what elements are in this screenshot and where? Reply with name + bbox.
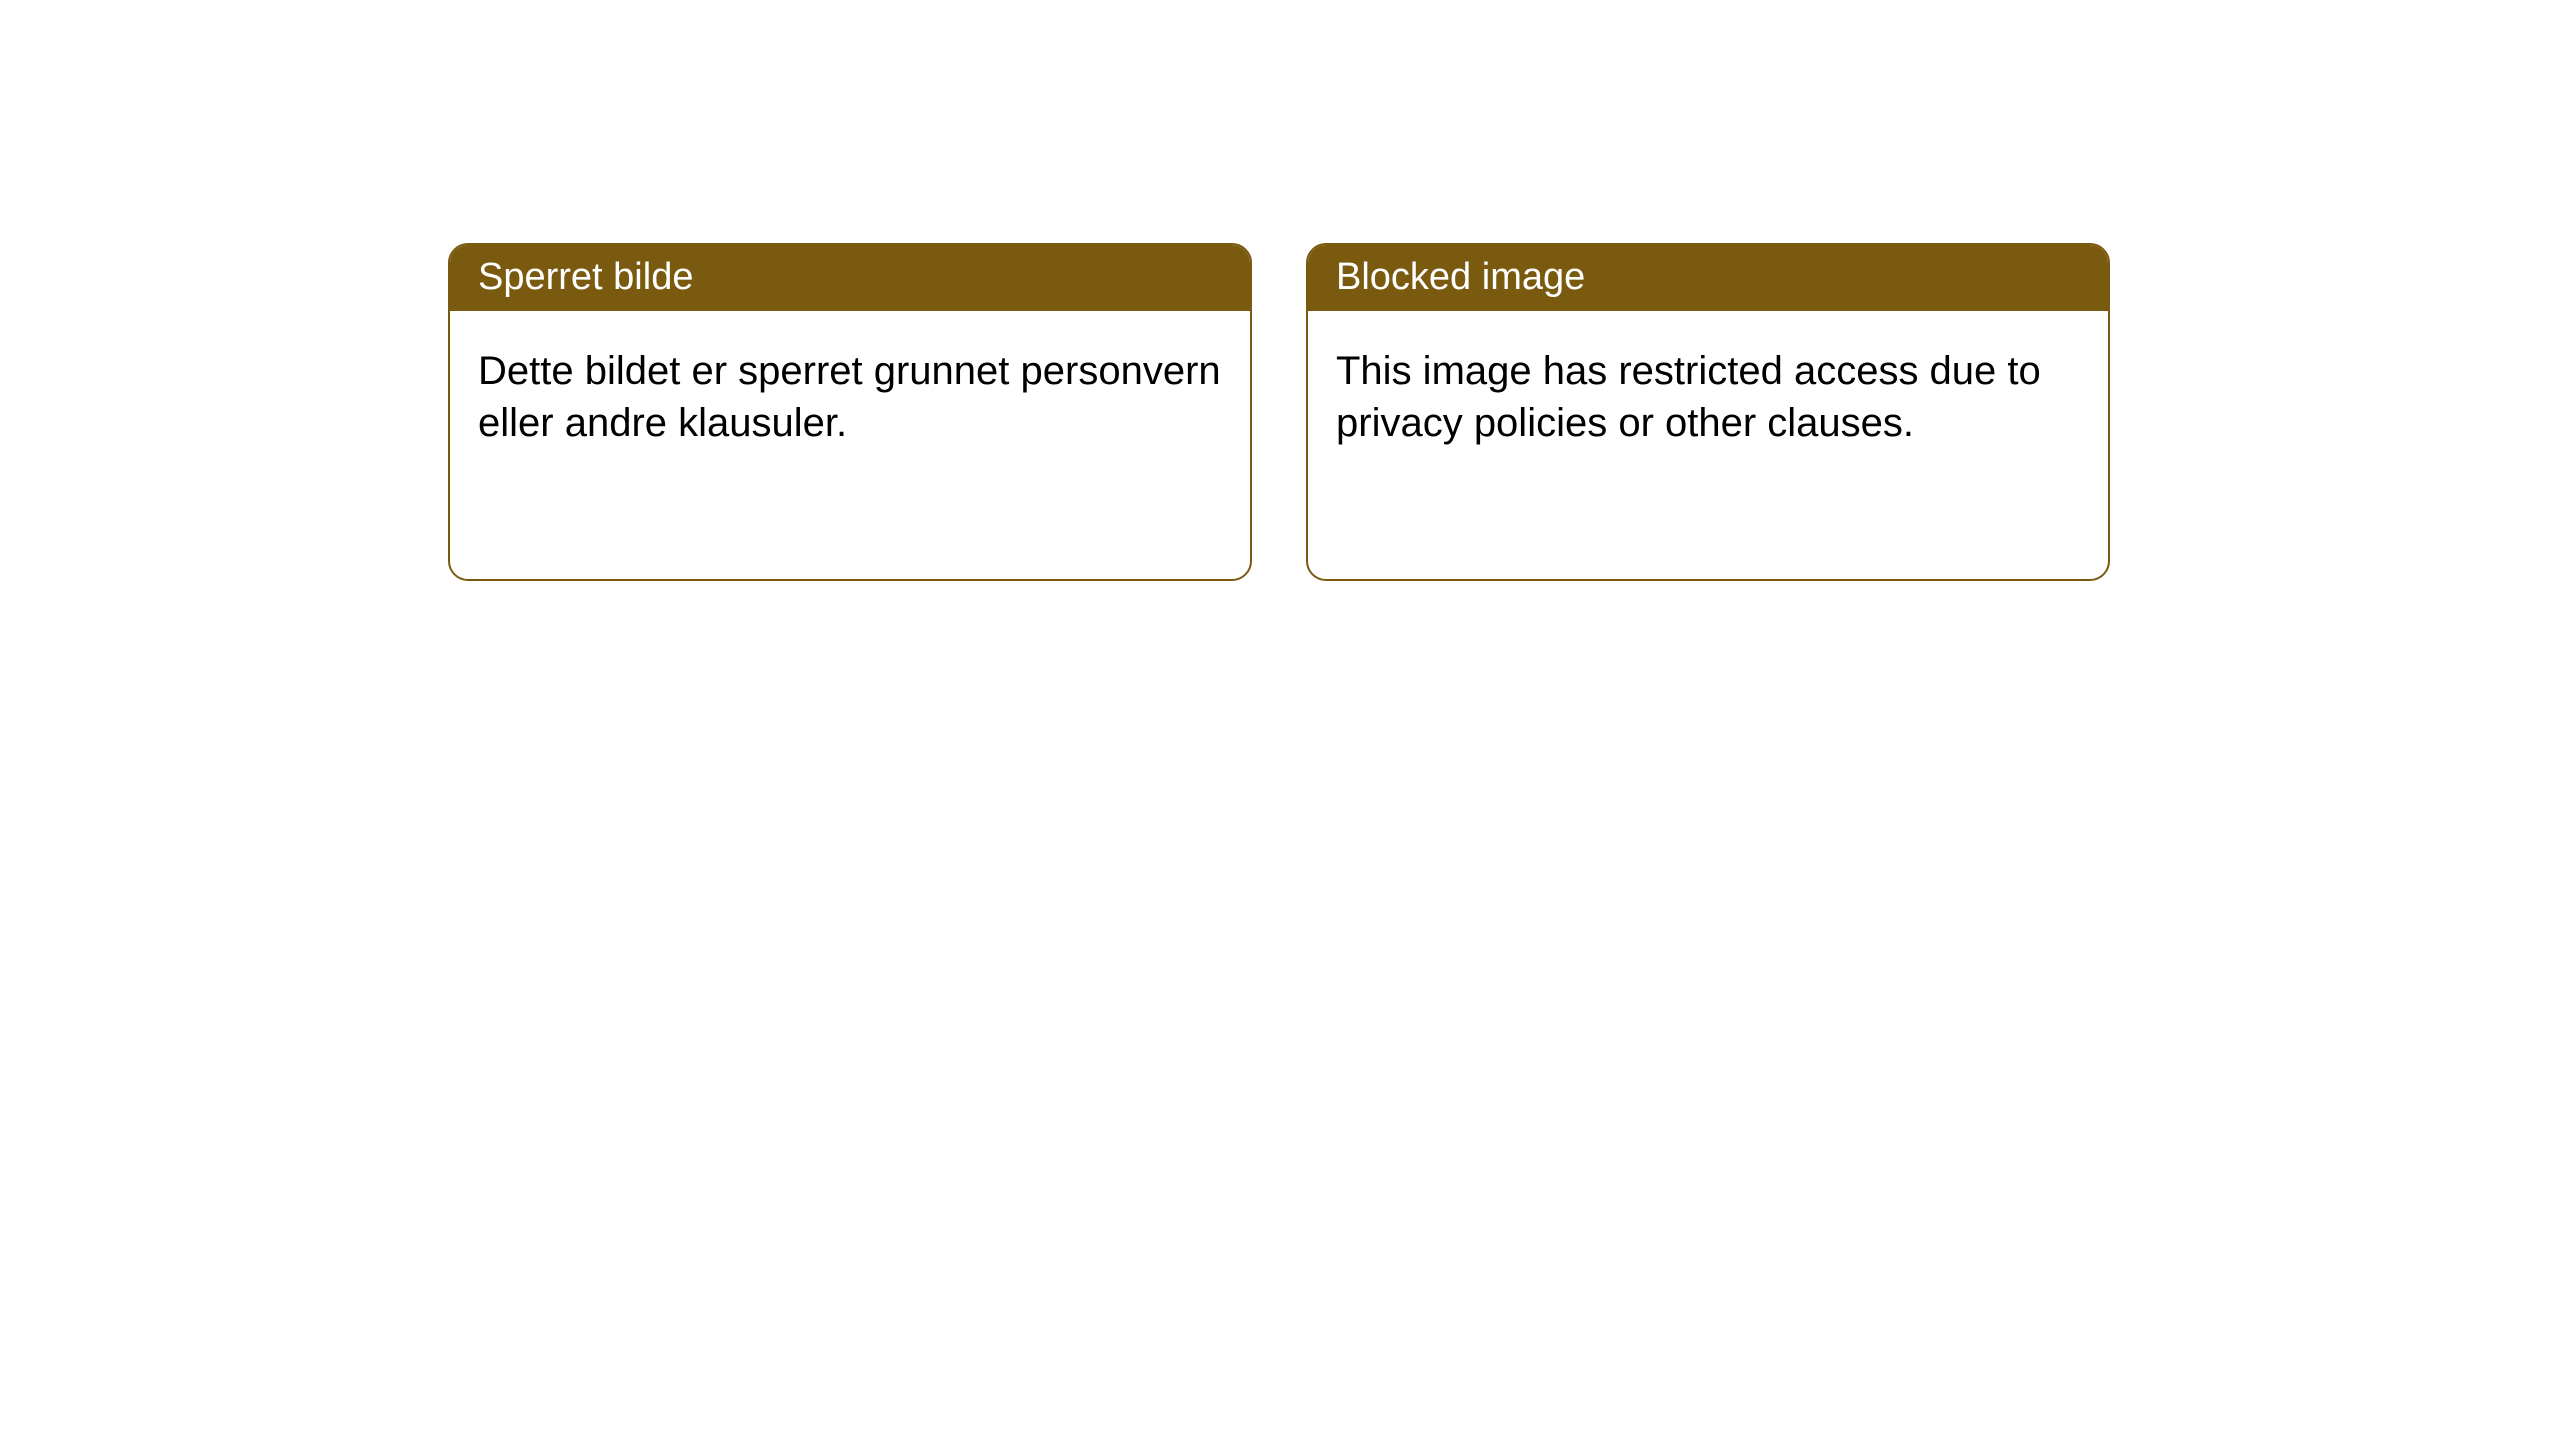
notice-cards-container: Sperret bilde Dette bildet er sperret gr… <box>0 0 2560 581</box>
card-body-norwegian: Dette bildet er sperret grunnet personve… <box>450 311 1250 483</box>
notice-card-english: Blocked image This image has restricted … <box>1306 243 2110 581</box>
card-header-english: Blocked image <box>1308 245 2108 311</box>
card-body-english: This image has restricted access due to … <box>1308 311 2108 483</box>
notice-card-norwegian: Sperret bilde Dette bildet er sperret gr… <box>448 243 1252 581</box>
card-header-norwegian: Sperret bilde <box>450 245 1250 311</box>
